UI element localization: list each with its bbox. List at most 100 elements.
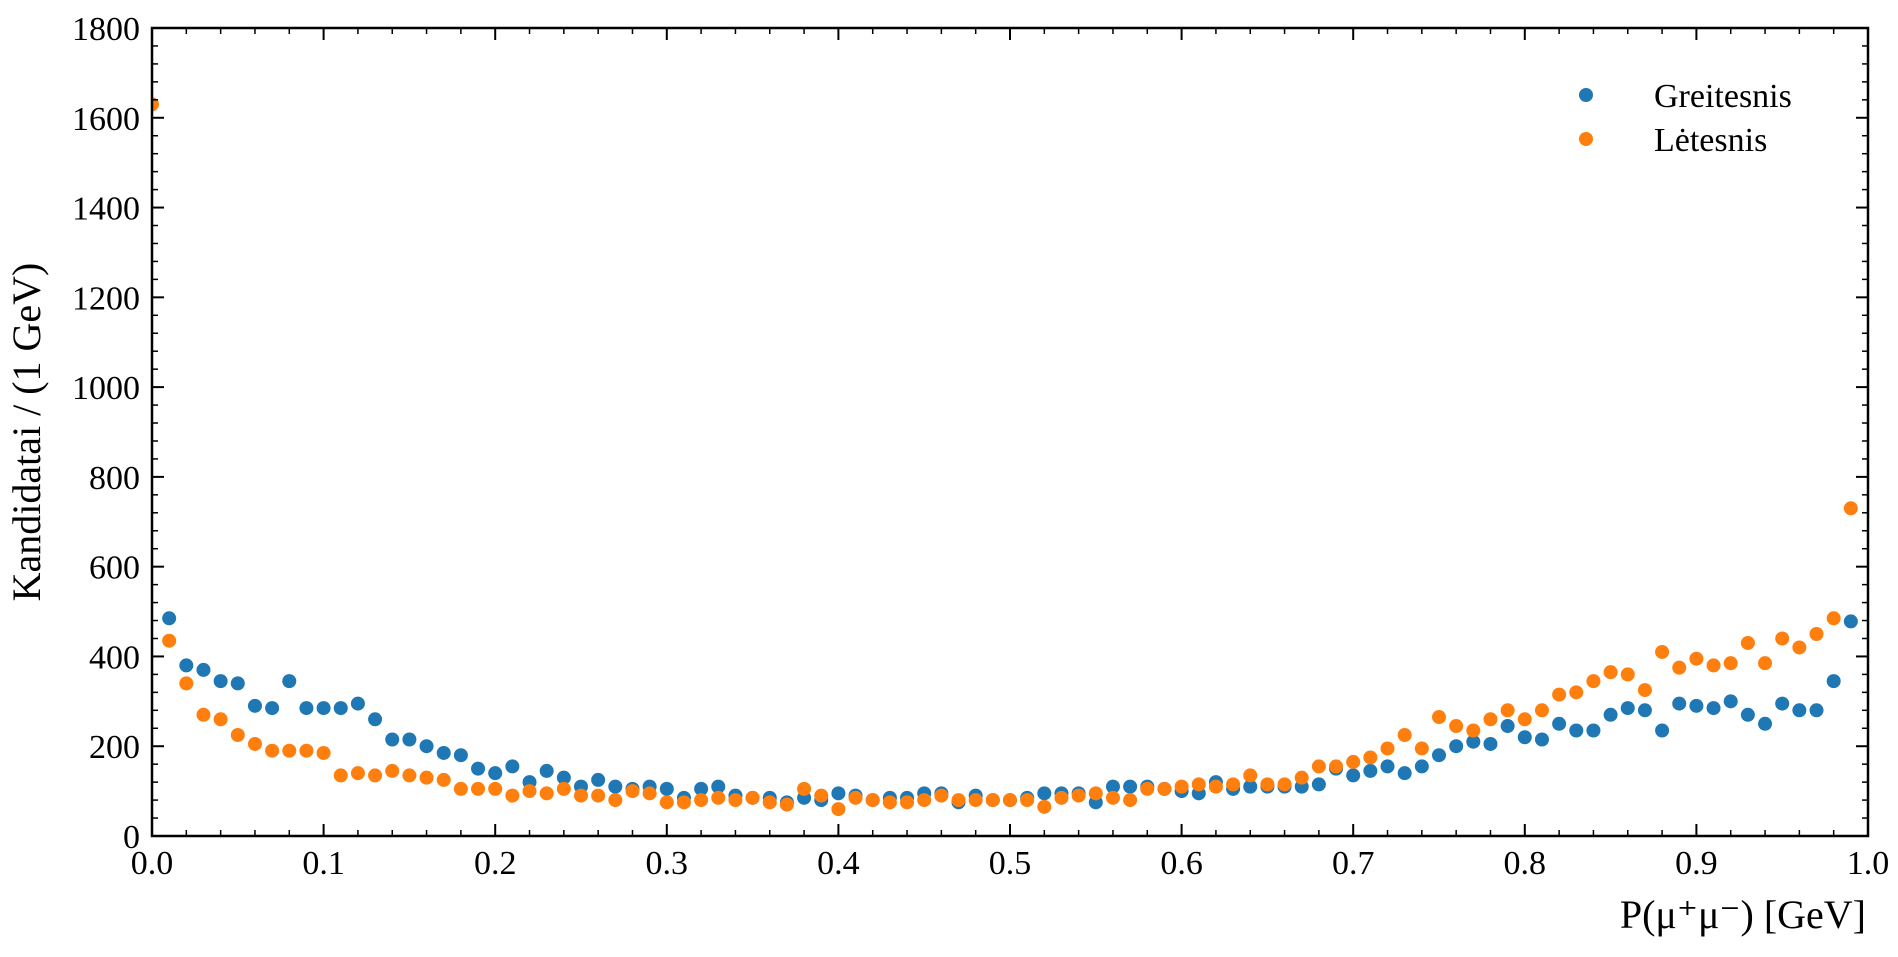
data-point <box>368 712 383 727</box>
x-tick-label: 0.5 <box>989 845 1032 882</box>
data-point <box>471 761 486 776</box>
data-point <box>1620 701 1635 716</box>
data-point <box>900 795 915 810</box>
data-point <box>1380 759 1395 774</box>
data-point <box>1637 703 1652 718</box>
data-point <box>179 658 194 673</box>
data-point <box>831 802 846 817</box>
data-point <box>333 701 348 716</box>
data-point <box>419 739 434 754</box>
data-point <box>1517 730 1532 745</box>
data-point <box>1432 710 1446 725</box>
data-point <box>1637 683 1652 698</box>
x-tick-label: 0.8 <box>1504 845 1547 882</box>
data-point <box>659 781 674 796</box>
data-point <box>591 788 606 803</box>
data-point <box>1346 768 1361 783</box>
data-point <box>831 786 846 801</box>
x-tick-label: 0.9 <box>1675 845 1718 882</box>
x-tick-label: 0.3 <box>646 845 689 882</box>
data-point <box>230 676 245 691</box>
x-tick-label: 0.6 <box>1160 845 1203 882</box>
data-point <box>488 766 503 781</box>
data-point <box>350 766 365 781</box>
data-point <box>1277 777 1292 792</box>
data-point <box>1483 712 1498 727</box>
x-tick-label: 1.0 <box>1847 845 1890 882</box>
y-axis-label: Kandidatai / (1 GeV) <box>4 263 49 602</box>
data-point <box>1706 701 1721 716</box>
axis-ticks <box>151 27 1869 837</box>
data-point <box>779 797 794 812</box>
data-point <box>488 781 503 796</box>
data-point <box>1689 651 1704 666</box>
data-point <box>797 781 812 796</box>
data-point <box>1105 790 1120 805</box>
data-point <box>659 795 674 810</box>
data-point <box>453 781 468 796</box>
data-point <box>1346 754 1361 769</box>
data-point <box>1054 790 1069 805</box>
data-point <box>299 743 314 758</box>
data-point <box>1672 696 1687 711</box>
data-point <box>1414 759 1429 774</box>
legend-marker <box>1579 88 1593 102</box>
data-point <box>1809 703 1824 718</box>
data-point <box>711 779 726 794</box>
data-point <box>333 768 348 783</box>
data-point <box>162 611 177 626</box>
data-point <box>574 788 588 803</box>
data-point <box>1449 739 1464 754</box>
data-point <box>1655 723 1670 738</box>
data-point <box>1123 793 1138 808</box>
data-point <box>1208 779 1223 794</box>
data-point <box>1449 719 1464 734</box>
series-1 <box>162 611 1858 810</box>
data-point <box>1723 656 1738 671</box>
data-point <box>1655 644 1670 659</box>
data-point <box>1775 696 1790 711</box>
data-point <box>196 707 211 722</box>
data-point <box>985 793 1000 808</box>
y-tick-label: 1800 <box>72 11 140 48</box>
data-point <box>1758 716 1773 731</box>
data-point <box>1123 779 1138 794</box>
data-point <box>1620 667 1635 682</box>
data-point <box>1037 786 1052 801</box>
data-point <box>608 793 623 808</box>
data-point <box>1363 750 1378 765</box>
data-point <box>1466 734 1481 749</box>
data-point <box>213 674 228 689</box>
x-axis-label: P(μ⁺μ⁻) [GeV] <box>1620 892 1866 937</box>
data-point <box>1603 665 1618 680</box>
data-point <box>1603 707 1618 722</box>
x-tick-label: 0.1 <box>302 845 345 882</box>
data-point <box>1191 777 1206 792</box>
data-point <box>728 793 743 808</box>
data-point <box>1329 759 1344 774</box>
data-point <box>265 701 280 716</box>
data-point <box>539 763 554 778</box>
data-point <box>1157 781 1172 796</box>
data-point <box>1003 793 1017 808</box>
data-point <box>1432 748 1446 763</box>
data-point <box>1140 781 1155 796</box>
data-point <box>299 701 314 716</box>
data-point <box>1105 779 1120 794</box>
data-point <box>436 745 451 760</box>
data-point <box>625 784 640 799</box>
data-point <box>556 770 571 785</box>
y-tick-label: 1000 <box>72 370 140 407</box>
data-point <box>1414 741 1429 756</box>
data-point <box>350 696 365 711</box>
data-point <box>1260 777 1275 792</box>
data-point <box>1792 703 1807 718</box>
data-point <box>230 728 245 742</box>
data-point <box>368 768 383 783</box>
data-point <box>865 793 880 808</box>
y-tick-label: 1400 <box>72 191 140 228</box>
data-point <box>247 698 262 713</box>
data-point <box>676 795 691 810</box>
data-point <box>917 793 932 808</box>
